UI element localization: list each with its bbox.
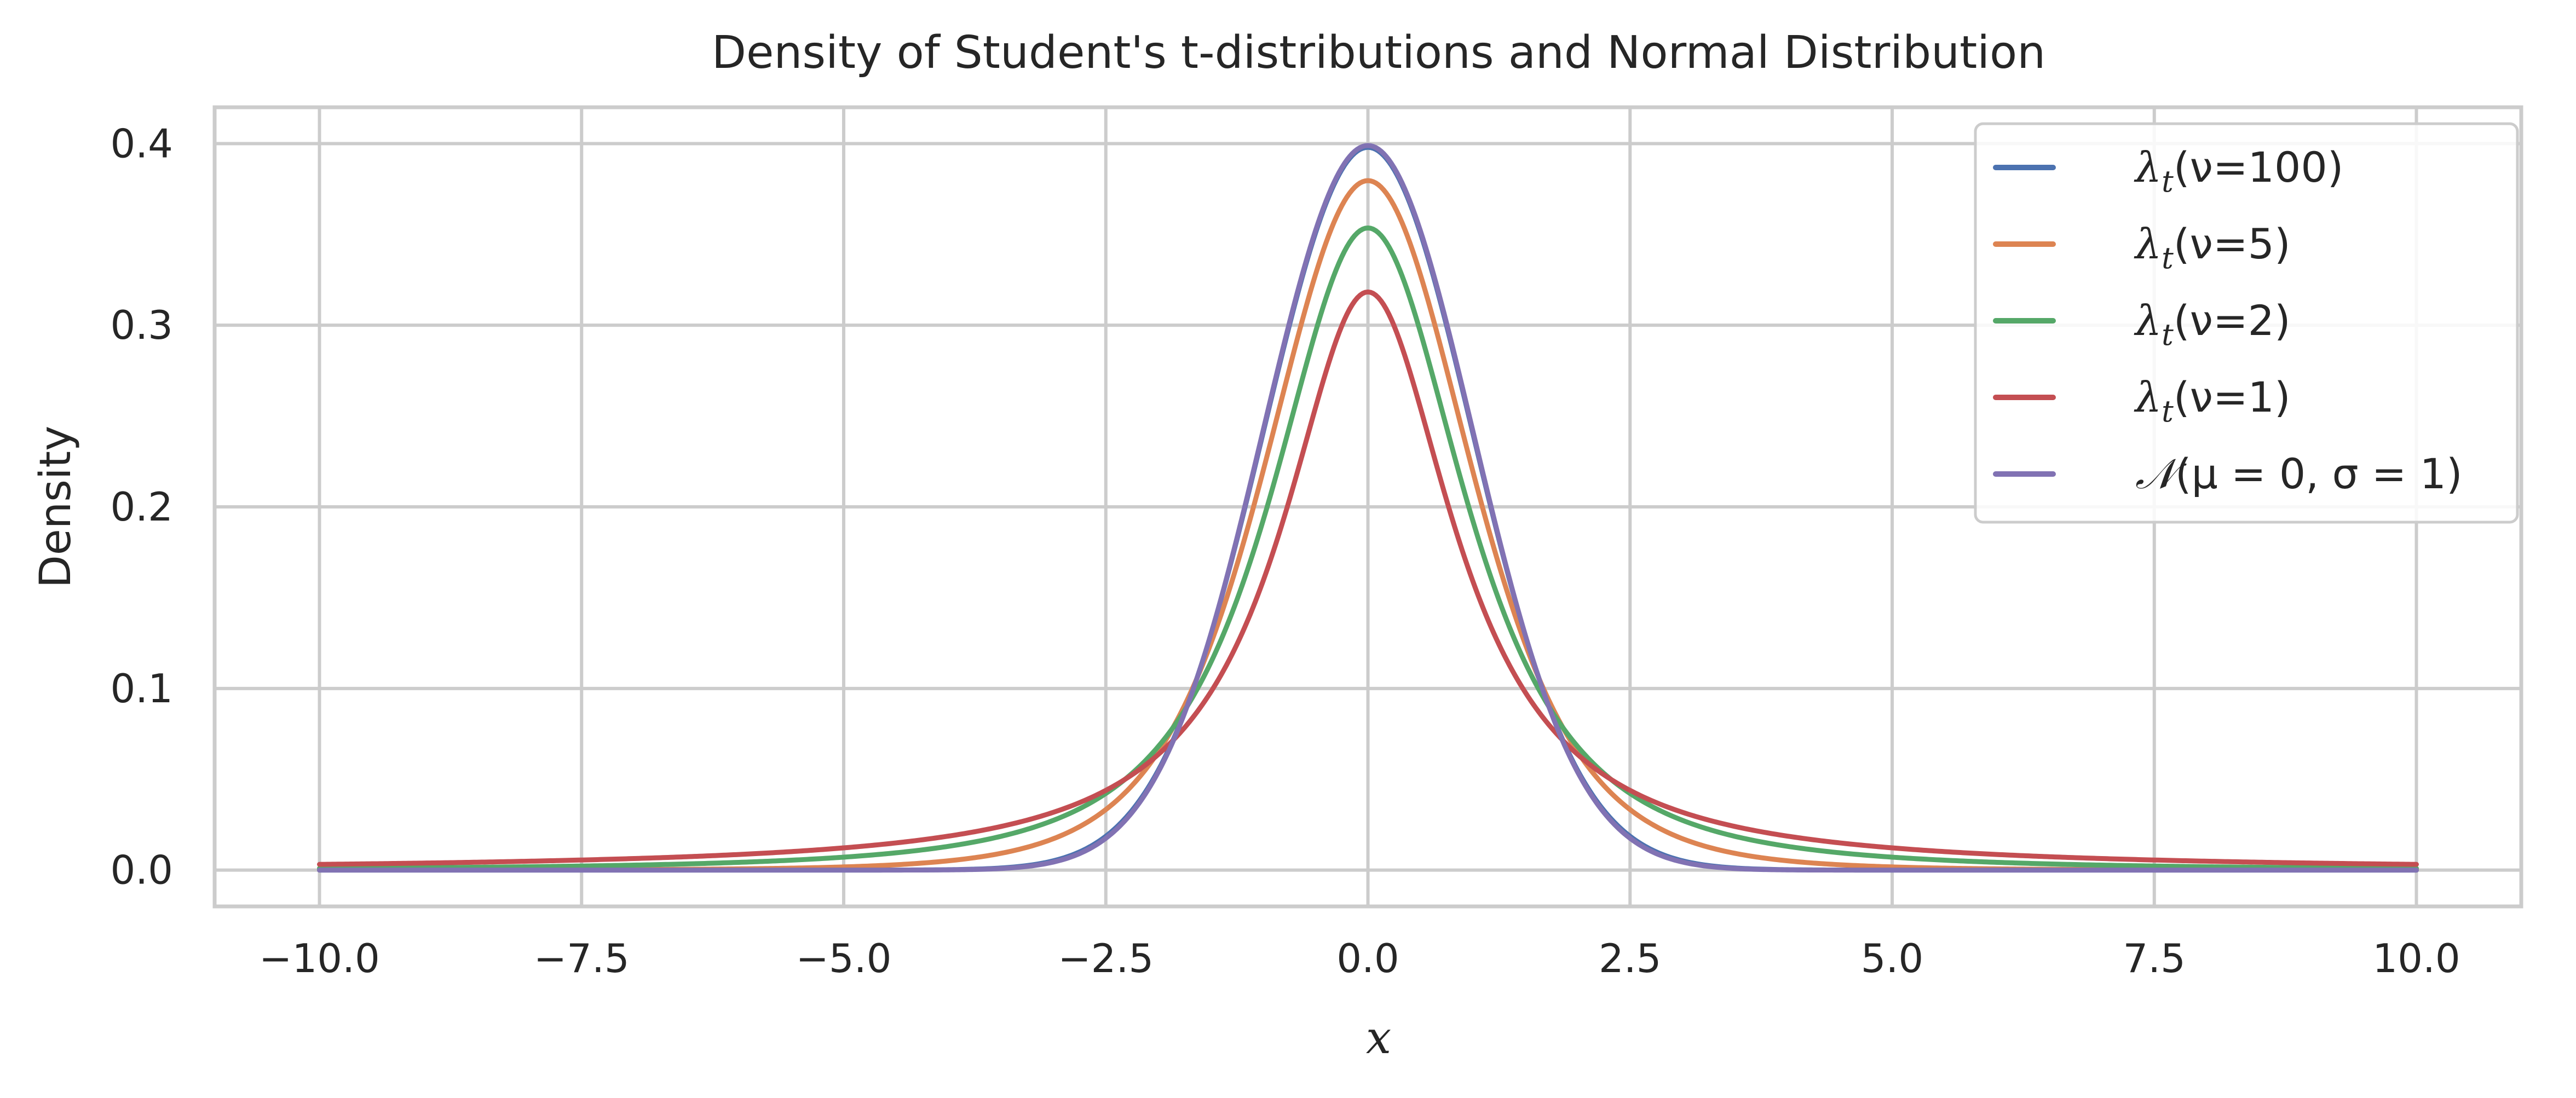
- y-tick-label: 0.3: [110, 302, 173, 348]
- legend-label: λt(ν=1): [2134, 373, 2291, 429]
- legend-items: λt(ν=100) λt(ν=5) λt(ν=2) λt(ν=1) 𝒩(μ = 0, σ…: [1993, 143, 2463, 498]
- legend-label: 𝒩(μ = 0, σ = 1): [2135, 449, 2463, 498]
- series-lines: [317, 143, 2419, 873]
- series-line: [317, 289, 2419, 867]
- x-tick-label: −10.0: [259, 935, 380, 981]
- x-tick-label: −2.5: [1058, 935, 1154, 981]
- legend-label: λt(ν=100): [2134, 143, 2343, 199]
- y-tick-label: 0.2: [110, 484, 173, 530]
- tick-labels: −10.0 −7.5 −5.0 −2.5 0.0 2.5 5.0 7.5 10.0 0.0 0.1 0…: [110, 120, 2460, 981]
- legend-box: [1974, 122, 2519, 524]
- x-tick-label: 7.5: [2123, 935, 2186, 981]
- y-tick-label: 0.1: [110, 666, 173, 712]
- legend-label: λt(ν=2): [2134, 296, 2291, 352]
- y-axis-label: Density: [31, 426, 80, 588]
- x-tick-label: 10.0: [2372, 935, 2460, 981]
- plot-frame: [212, 105, 2523, 909]
- series-line: [317, 225, 2419, 871]
- y-tick-label: 0.4: [110, 120, 173, 166]
- y-tick-label: 0.0: [110, 847, 173, 893]
- x-tick-label: −5.0: [796, 935, 892, 981]
- x-tick-label: −7.5: [534, 935, 630, 981]
- x-tick-label: 2.5: [1599, 935, 1662, 981]
- x-axis-label: x: [1366, 1012, 1391, 1064]
- chart-title: Density of Student's t-distributions and…: [712, 27, 2045, 79]
- legend: λt(ν=100) λt(ν=5) λt(ν=2) λt(ν=1) 𝒩(μ = 0, σ…: [1974, 122, 2519, 524]
- series-line: [317, 143, 2419, 873]
- x-tick-label: 5.0: [1861, 935, 1924, 981]
- x-tick-label: 0.0: [1336, 935, 1399, 981]
- legend-label: λt(ν=5): [2134, 219, 2291, 275]
